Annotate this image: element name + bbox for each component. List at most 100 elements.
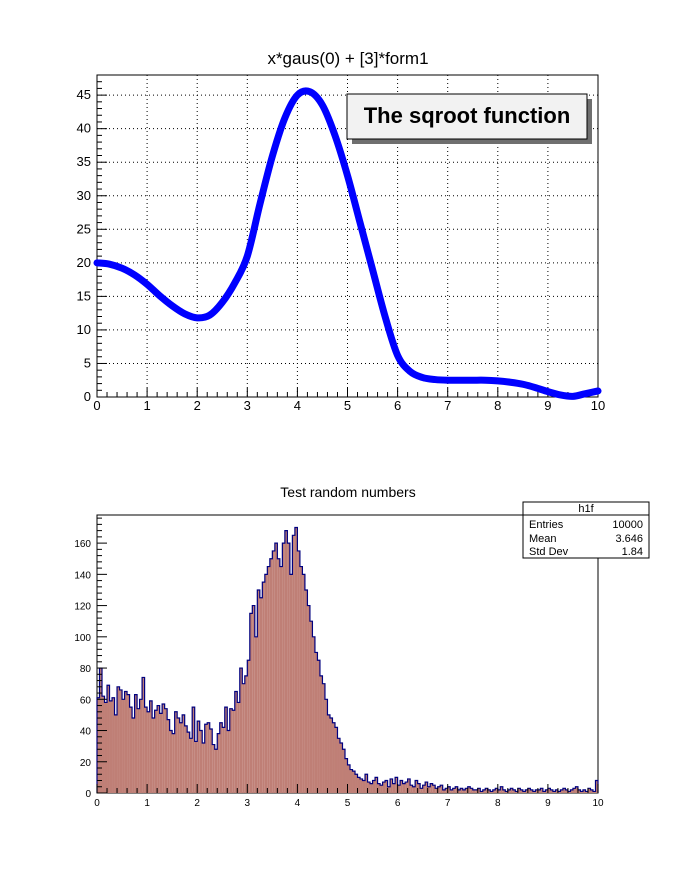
histogram-bar (257, 589, 260, 793)
histogram-bar (390, 778, 393, 793)
histogram-bar (319, 675, 323, 793)
x-tick-label: 6 (394, 398, 401, 413)
x-tick-label: 7 (445, 798, 451, 809)
histogram-bar (560, 789, 563, 793)
x-tick-label: 8 (494, 398, 501, 413)
y-tick-label: 80 (80, 664, 92, 675)
histogram-bar (557, 791, 561, 793)
histogram-bar (269, 558, 273, 793)
histogram-bar (475, 789, 478, 793)
histogram-bar (187, 732, 190, 793)
histogram-bar (415, 780, 418, 793)
histogram-bar (132, 718, 135, 793)
histogram-bar (420, 788, 423, 793)
histogram-bar (174, 711, 178, 793)
histogram-bar (547, 788, 551, 793)
histogram-bar (367, 782, 371, 793)
bottom-chart-title: Test random numbers (280, 484, 415, 500)
histogram-bar (239, 668, 243, 793)
histogram-bar (445, 788, 448, 793)
histogram-bar (212, 744, 215, 793)
histogram-bar (377, 783, 381, 793)
histogram-bar (154, 710, 158, 793)
histogram-bar (192, 707, 195, 793)
histogram-bar (249, 613, 253, 793)
histogram-bar (267, 566, 270, 793)
y-tick-label: 100 (74, 633, 91, 644)
histogram-bar (214, 749, 218, 793)
histogram-bar (304, 589, 308, 793)
stats-entries-value: 10000 (612, 519, 643, 531)
histogram-bar (360, 778, 363, 793)
histogram-bar (407, 778, 411, 793)
histogram-bar (139, 699, 143, 793)
histogram-bar (465, 788, 468, 793)
x-tick-label: 10 (592, 798, 604, 809)
histogram-bar (114, 714, 118, 793)
top-grid (97, 75, 598, 397)
histogram-bar (352, 771, 356, 793)
histogram-bar (490, 791, 493, 793)
histogram-bar (417, 783, 421, 793)
histogram-bar (582, 789, 586, 793)
histogram-bar (405, 782, 408, 793)
annotation-box: The sqroot function (346, 93, 592, 144)
y-tick-label: 15 (77, 288, 91, 303)
histogram-bar (229, 708, 233, 793)
histogram-bar (209, 728, 213, 793)
histogram-bar (252, 605, 255, 793)
histogram-bar (242, 683, 245, 793)
histogram-bar (254, 636, 258, 793)
histogram-bar (219, 722, 223, 793)
histogram-bar (497, 789, 501, 793)
histogram-bars (96, 526, 599, 793)
histogram-bar (452, 788, 456, 793)
histogram-bar (435, 788, 438, 793)
histogram-bar (164, 708, 168, 793)
histogram-bar (397, 785, 401, 793)
histogram-bar (264, 574, 268, 793)
histogram-bar (109, 700, 113, 793)
histogram-bar (262, 582, 265, 793)
histogram-bar (450, 789, 453, 793)
x-tick-label: 4 (294, 398, 301, 413)
top-chart-title: x*gaus(0) + [3]*form1 (267, 49, 428, 68)
histogram-bar (385, 780, 388, 793)
histogram-bar (572, 788, 576, 793)
histogram-bar (410, 785, 413, 793)
histogram-bar (437, 786, 441, 793)
histogram-bar (455, 786, 458, 793)
annotation-text: The sqroot function (364, 103, 571, 128)
histogram-bar (387, 786, 391, 793)
histogram-bar (525, 789, 528, 793)
y-tick-label: 10 (77, 322, 91, 337)
y-tick-label: 20 (77, 255, 91, 270)
histogram-bar (467, 786, 471, 793)
histogram-bar (520, 789, 523, 793)
histogram-bar (232, 710, 235, 793)
y-tick-label: 25 (77, 221, 91, 236)
histogram-bar (147, 711, 150, 793)
histogram-bar (279, 566, 283, 793)
histogram-bar (277, 558, 280, 793)
histogram-bar (324, 699, 328, 793)
histogram-bar (97, 697, 100, 793)
stats-box: h1f Entries 10000 Mean 3.646 Std Dev 1.8… (522, 501, 650, 559)
histogram-bar (585, 791, 588, 793)
histogram-bar (342, 749, 345, 793)
x-tick-label: 7 (444, 398, 451, 413)
bottom-chart-panel: Test random numbers 0 1 2 3 4 5 6 7 8 9 1002040608… (74, 484, 650, 809)
x-tick-label: 10 (591, 398, 605, 413)
histogram-bar (440, 785, 443, 793)
histogram-bar (372, 780, 376, 793)
histogram-bar (422, 785, 426, 793)
histogram-bar (480, 791, 483, 793)
y-tick-label: 40 (80, 727, 92, 738)
x-tick-label: 2 (194, 398, 201, 413)
histogram-bar (375, 777, 378, 793)
top-series (93, 87, 602, 400)
histogram-bar (370, 783, 373, 793)
y-tick-label: 0 (85, 789, 91, 800)
histogram-bar (129, 707, 133, 793)
histogram-bar (580, 791, 583, 793)
